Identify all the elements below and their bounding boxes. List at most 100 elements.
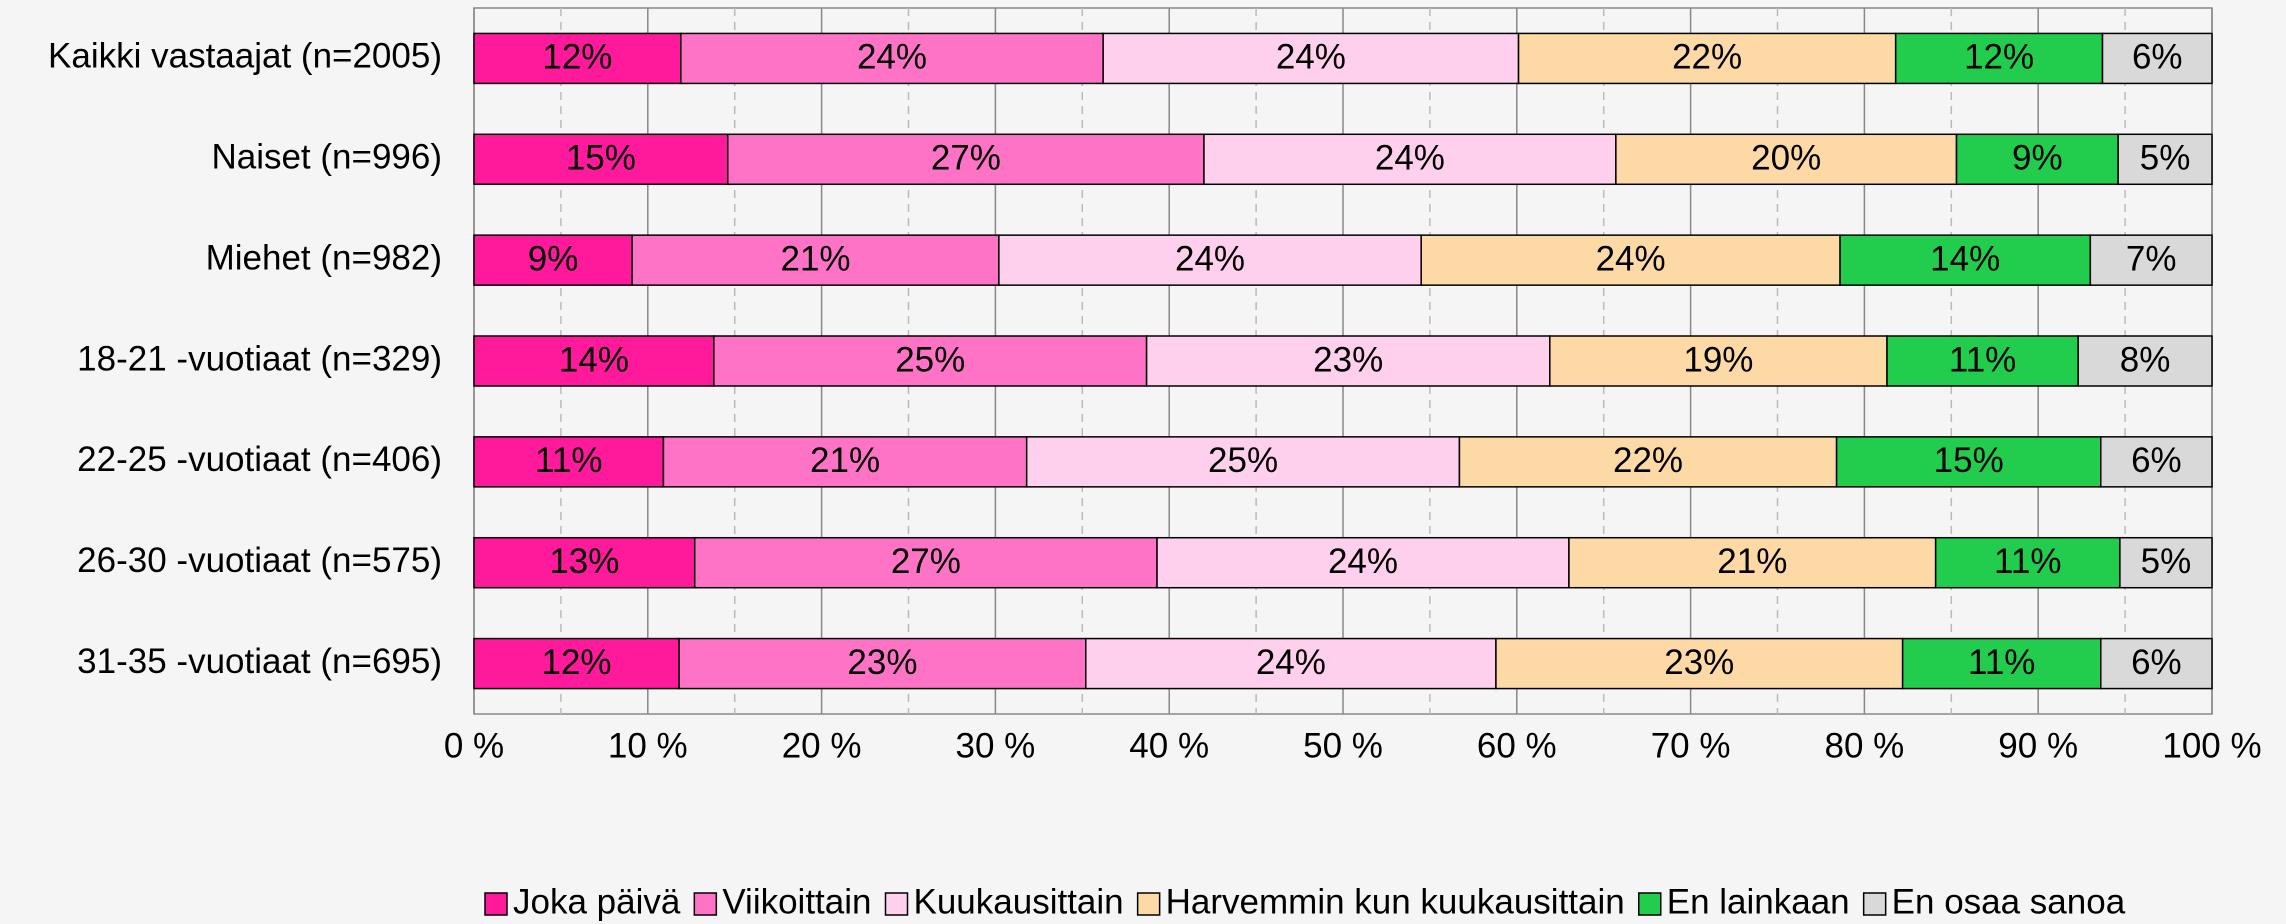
data-label: 11% <box>1994 542 2061 581</box>
x-tick-label: 100 % <box>2162 726 2261 765</box>
bar-segment <box>726 133 1205 186</box>
y-tick-label: 26-30 -vuotiaat (n=575) <box>77 541 442 580</box>
bar-segment <box>2117 133 2213 186</box>
data-label: 21% <box>1717 542 1787 581</box>
x-tick-label: 50 % <box>1303 726 1383 765</box>
bar-segment <box>2101 32 2213 85</box>
bar-segment <box>1420 234 1841 286</box>
bar-segment <box>680 32 1104 85</box>
x-tick-label: 40 % <box>1129 726 1209 765</box>
data-label: 9% <box>528 239 579 278</box>
data-label: 24% <box>1175 239 1245 278</box>
legend-label: Joka päivä <box>513 882 681 921</box>
legend-label: Viikoittain <box>722 882 871 921</box>
data-label: 14% <box>1930 239 2000 278</box>
bar-segment <box>2089 234 2213 286</box>
y-tick-label: 31-35 -vuotiaat (n=695) <box>77 642 442 681</box>
data-label: 12% <box>1964 38 2034 77</box>
bar-segment <box>473 637 680 690</box>
data-label: 25% <box>895 340 965 379</box>
data-label: 11% <box>1949 340 2016 379</box>
data-label: 24% <box>1256 643 1326 682</box>
x-tick-label: 90 % <box>1998 726 2078 765</box>
bar-segment <box>1025 436 1461 488</box>
x-tick-label: 10 % <box>608 726 688 765</box>
legend-swatch <box>1862 892 1887 916</box>
bar-segment <box>631 234 1000 286</box>
data-label: 6% <box>2131 643 2182 682</box>
bar-segment <box>1517 32 1897 85</box>
x-tick-label: 0 % <box>444 726 504 765</box>
data-label: 24% <box>1276 38 1346 77</box>
bar-segment <box>1085 637 1497 690</box>
bar-segment <box>713 335 1148 387</box>
bar-segment <box>1955 133 2119 186</box>
bar-segment <box>473 335 715 387</box>
bar-segment <box>1568 536 1937 589</box>
bar-segment <box>1495 637 1904 690</box>
legend-swatch <box>693 892 718 916</box>
x-tick-label: 80 % <box>1825 726 1905 765</box>
bar-segment <box>1203 133 1617 186</box>
data-label: 15% <box>1934 441 2004 480</box>
data-label: 24% <box>857 38 927 77</box>
data-label: 8% <box>2120 340 2171 379</box>
bar-segment <box>473 536 696 589</box>
data-label: 12% <box>542 643 612 682</box>
bar-segment <box>473 436 665 488</box>
data-label: 20% <box>1751 139 1821 178</box>
data-label: 23% <box>847 643 917 682</box>
x-tick-label: 20 % <box>782 726 862 765</box>
bar-segment <box>1934 536 2121 589</box>
bar-segment <box>662 436 1028 488</box>
bar-segment <box>2100 637 2213 690</box>
bar-segment <box>1156 536 1570 589</box>
bar-segment <box>1102 32 1520 85</box>
data-label: 22% <box>1613 441 1683 480</box>
data-label: 27% <box>931 139 1001 178</box>
x-tick-label: 70 % <box>1651 726 1731 765</box>
bar-segment <box>2119 536 2213 589</box>
bar-segment <box>678 637 1087 690</box>
bar-segment <box>1835 436 2102 488</box>
data-label: 24% <box>1596 239 1666 278</box>
bar-segment <box>1615 133 1958 186</box>
legend-swatch <box>484 892 508 916</box>
bar-segment <box>473 234 633 286</box>
data-label: 14% <box>559 340 629 379</box>
data-label: 24% <box>1328 542 1398 581</box>
x-tick-label: 60 % <box>1477 726 1557 765</box>
data-label: 6% <box>2131 441 2182 480</box>
y-tick-label: Kaikki vastaajat (n=2005) <box>48 37 442 76</box>
x-tick-label: 30 % <box>956 726 1036 765</box>
bar-segment <box>1458 436 1838 488</box>
bar-segment <box>2100 436 2213 488</box>
data-label: 7% <box>2126 239 2177 278</box>
bar-segment <box>1894 32 2104 85</box>
y-tick-label: Naiset (n=996) <box>211 138 442 177</box>
data-label: 11% <box>535 441 602 480</box>
data-label: 19% <box>1683 340 1753 379</box>
legend-swatch <box>1637 892 1662 916</box>
data-label: 15% <box>566 139 636 178</box>
legend-swatch <box>884 892 909 916</box>
data-label: 6% <box>2132 38 2183 77</box>
bar-segment <box>998 234 1422 286</box>
data-label: 5% <box>2141 542 2192 581</box>
bar-segment <box>1549 335 1888 387</box>
data-label: 24% <box>1375 139 1445 178</box>
data-label: 13% <box>549 542 619 581</box>
data-label: 21% <box>810 441 880 480</box>
data-label: 22% <box>1672 38 1742 77</box>
legend-label: Kuukausittain <box>914 882 1124 921</box>
data-label: 27% <box>891 542 961 581</box>
data-label: 12% <box>542 38 612 77</box>
y-tick-label: 18-21 -vuotiaat (n=329) <box>77 339 442 378</box>
data-label: 23% <box>1313 340 1383 379</box>
data-label: 21% <box>780 239 850 278</box>
bar-segment <box>1145 335 1551 387</box>
legend-label: En lainkaan <box>1667 882 1850 921</box>
legend-swatch <box>1136 892 1161 916</box>
data-label: 25% <box>1208 441 1278 480</box>
